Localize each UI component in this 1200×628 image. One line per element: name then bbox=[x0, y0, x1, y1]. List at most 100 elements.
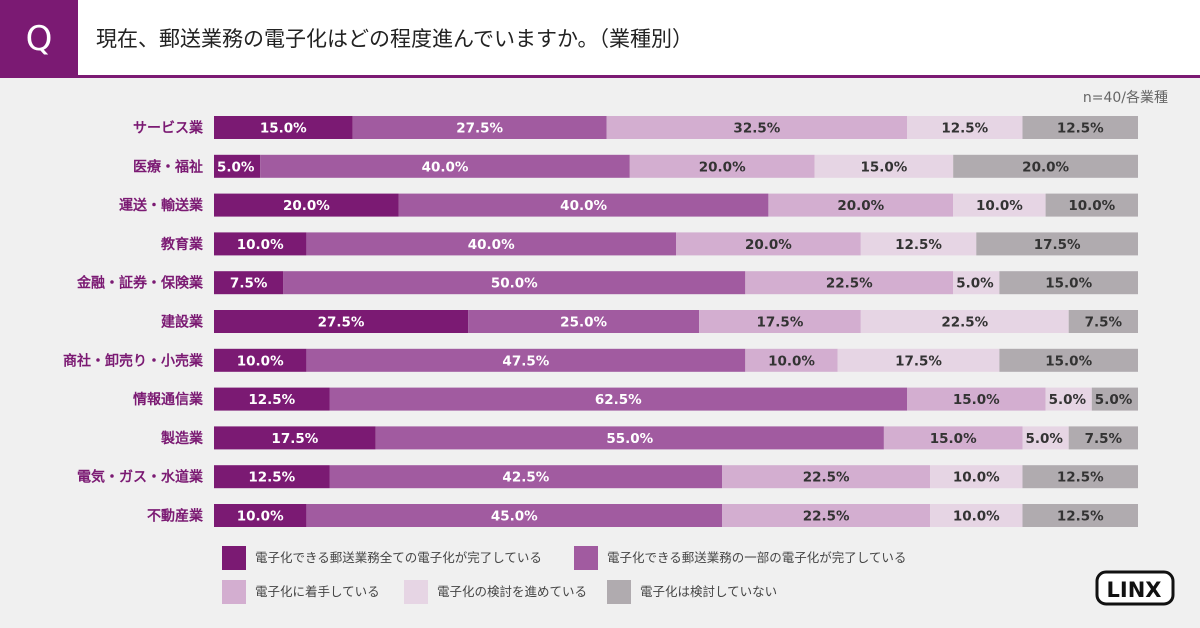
bar-segment bbox=[306, 348, 746, 372]
bar-segment bbox=[699, 310, 861, 333]
bar-segment bbox=[953, 154, 1138, 178]
bar-segment bbox=[214, 116, 353, 139]
data-label: 15.0% bbox=[260, 121, 307, 137]
legend-label: 電子化に着手している bbox=[255, 584, 380, 599]
sample-size-note: n=40/各業種 bbox=[1082, 90, 1168, 106]
category-label: 建設業 bbox=[161, 314, 204, 331]
data-label: 12.5% bbox=[1057, 470, 1104, 486]
bar-segment bbox=[1091, 387, 1138, 411]
bar-segment bbox=[375, 426, 884, 450]
data-label: 22.5% bbox=[803, 470, 850, 486]
bar-segment bbox=[1045, 193, 1138, 217]
data-label: 15.0% bbox=[1045, 353, 1092, 369]
bar-segment bbox=[214, 310, 469, 333]
data-label: 32.5% bbox=[733, 121, 780, 137]
category-label: 情報通信業 bbox=[133, 391, 204, 408]
legend-label: 電子化の検討を進めている bbox=[437, 584, 588, 599]
bar-segment bbox=[860, 310, 1069, 333]
bar-segment bbox=[214, 348, 307, 372]
data-label: 17.5% bbox=[1034, 237, 1081, 253]
bar-segment bbox=[976, 232, 1138, 256]
bar-segment bbox=[214, 232, 307, 256]
bar-segment bbox=[214, 387, 330, 411]
bar-segment bbox=[930, 465, 1023, 489]
bar-segment bbox=[907, 387, 1046, 411]
bar-segment bbox=[722, 465, 931, 489]
bar-segment bbox=[860, 232, 977, 256]
data-label: 62.5% bbox=[595, 392, 642, 408]
data-label: 12.5% bbox=[248, 470, 295, 486]
bar-segment bbox=[1022, 426, 1069, 450]
data-label: 22.5% bbox=[826, 276, 873, 292]
bar-segment bbox=[214, 426, 376, 450]
category-label: 製造業 bbox=[160, 430, 204, 447]
data-label: 45.0% bbox=[491, 509, 538, 525]
data-label: 17.5% bbox=[895, 353, 942, 369]
data-label: 12.5% bbox=[941, 121, 988, 137]
data-label: 40.0% bbox=[422, 159, 469, 175]
bar-segment bbox=[999, 348, 1138, 372]
bar-segment bbox=[306, 232, 676, 256]
bar-segment bbox=[283, 271, 746, 295]
category-label: 運送・輸送業 bbox=[119, 197, 204, 214]
data-label: 15.0% bbox=[930, 431, 977, 447]
data-label: 55.0% bbox=[606, 431, 653, 447]
data-label: 17.5% bbox=[271, 431, 318, 447]
data-label: 10.0% bbox=[768, 353, 815, 369]
bar-segment bbox=[722, 504, 931, 527]
bar-segment bbox=[953, 193, 1046, 217]
data-label: 42.5% bbox=[502, 470, 549, 486]
data-label: 22.5% bbox=[803, 509, 850, 525]
category-label: サービス業 bbox=[133, 120, 204, 137]
data-label: 10.0% bbox=[953, 470, 1000, 486]
header-divider bbox=[0, 75, 1200, 78]
bar-segment bbox=[676, 232, 861, 256]
data-label: 10.0% bbox=[237, 237, 284, 253]
bar-segment bbox=[214, 504, 307, 527]
legend-swatch bbox=[404, 580, 428, 604]
data-label: 25.0% bbox=[560, 315, 607, 331]
data-label: 50.0% bbox=[491, 276, 538, 292]
data-label: 17.5% bbox=[757, 315, 804, 331]
data-label: 40.0% bbox=[468, 237, 515, 253]
bar-segment bbox=[352, 116, 607, 139]
data-label: 15.0% bbox=[953, 392, 1000, 408]
bar-segment bbox=[953, 271, 1000, 295]
data-label: 10.0% bbox=[237, 353, 284, 369]
data-label: 12.5% bbox=[1057, 121, 1104, 137]
category-label: 教育業 bbox=[161, 236, 204, 253]
bar-segment bbox=[1068, 310, 1138, 333]
bar-segment bbox=[999, 271, 1138, 295]
bar-segment bbox=[398, 193, 769, 217]
bar-segment bbox=[814, 154, 954, 178]
bar-segment bbox=[1045, 387, 1092, 411]
bar-segment bbox=[745, 348, 838, 372]
data-label: 20.0% bbox=[283, 198, 330, 214]
svg-text:LINX: LINX bbox=[1107, 578, 1162, 602]
bar-segment bbox=[1022, 116, 1138, 139]
data-label: 20.0% bbox=[699, 159, 746, 175]
bar-segment bbox=[214, 465, 330, 489]
bar-segment bbox=[930, 504, 1023, 527]
data-label: 12.5% bbox=[895, 237, 942, 253]
bar-segment bbox=[1022, 504, 1138, 527]
data-label: 5.0% bbox=[217, 159, 255, 175]
bar-segment bbox=[1068, 426, 1138, 450]
data-label: 12.5% bbox=[248, 392, 295, 408]
bar-segment bbox=[907, 116, 1023, 139]
legend-swatch bbox=[574, 546, 598, 570]
bar-segment bbox=[214, 193, 399, 217]
legend-swatch bbox=[222, 546, 246, 570]
data-label: 27.5% bbox=[456, 121, 503, 137]
data-label: 7.5% bbox=[230, 276, 268, 292]
data-label: 10.0% bbox=[976, 198, 1023, 214]
bar-segment bbox=[606, 116, 907, 139]
data-label: 5.0% bbox=[1026, 431, 1064, 447]
bar-segment bbox=[883, 426, 1023, 450]
category-label: 商社・卸売り・小売業 bbox=[63, 352, 204, 369]
data-label: 15.0% bbox=[1045, 276, 1092, 292]
data-label: 5.0% bbox=[1095, 392, 1133, 408]
data-label: 7.5% bbox=[1085, 315, 1123, 331]
bar-segment bbox=[768, 193, 954, 217]
data-label: 10.0% bbox=[1068, 198, 1115, 214]
